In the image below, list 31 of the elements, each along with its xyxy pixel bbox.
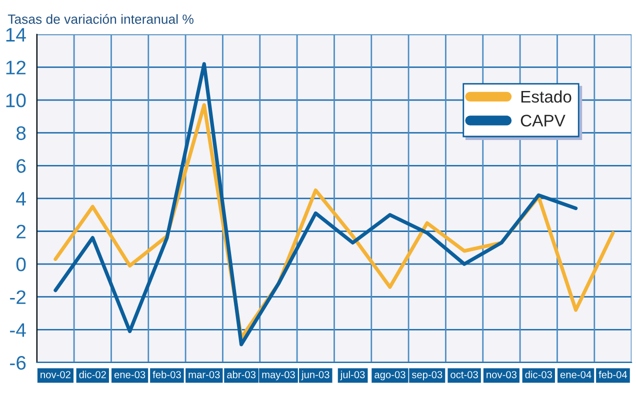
x-tick-label: may-03: [262, 371, 295, 380]
y-tick-label: 2: [16, 224, 26, 238]
y-tick-label: 6: [16, 159, 26, 173]
x-tick-label: ene-03: [114, 371, 146, 378]
y-tick-label: -2: [10, 290, 26, 304]
y-tick-label: 10: [6, 94, 26, 108]
x-tick-label: dic-03: [525, 370, 552, 378]
y-tick-label: 12: [6, 60, 26, 74]
y-tick-label: -4: [10, 323, 26, 337]
y-tick-label: 4: [16, 192, 26, 206]
x-tick-label: ago-03: [374, 371, 406, 380]
x-tick-label: feb-03: [152, 370, 181, 378]
y-tick-label: 14: [6, 28, 26, 42]
x-tick-label: nov-02: [40, 371, 70, 378]
x-tick-label: feb-04: [598, 370, 628, 378]
x-tick-label: ene-04: [560, 371, 592, 378]
x-tick-label: dic-02: [79, 370, 106, 378]
x-tick-label: jul-03: [340, 370, 365, 380]
x-tick-label: abr-03: [227, 370, 256, 378]
y-tick-label: 8: [16, 126, 26, 140]
y-tick-label: -6: [10, 356, 26, 370]
legend-label: Estado: [521, 90, 572, 103]
x-tick-label: mar-03: [188, 371, 220, 378]
x-tick-label: jun-03: [301, 370, 330, 380]
x-tick-label: nov-03: [486, 371, 517, 378]
chart-title: Tasas de variación interanual %: [8, 14, 194, 24]
line-series: [54, 62, 578, 346]
x-tick-label: oct-03: [450, 371, 478, 378]
x-tick-label: sep-03: [412, 371, 442, 380]
legend-label: CAPV: [520, 114, 566, 127]
y-tick-label: 0: [16, 258, 26, 272]
